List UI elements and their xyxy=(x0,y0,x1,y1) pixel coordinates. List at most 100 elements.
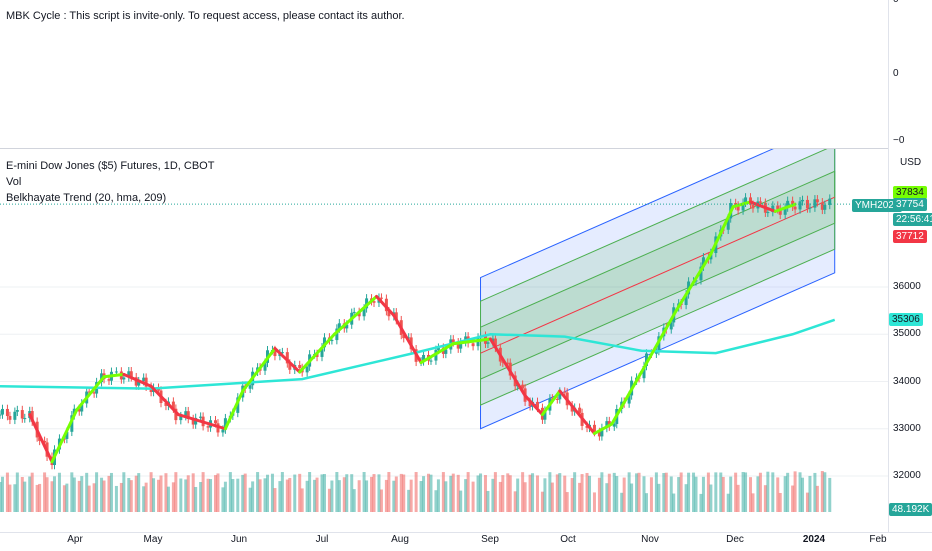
candle-body xyxy=(471,343,475,347)
candle-body xyxy=(801,199,805,202)
candle-body xyxy=(744,197,748,203)
candle-body xyxy=(644,353,648,367)
volume-bar xyxy=(109,472,113,512)
volume-bar xyxy=(8,484,12,512)
candle-body xyxy=(379,297,383,299)
volume-bar xyxy=(127,477,131,512)
price-scale[interactable] xyxy=(888,0,932,532)
volume-bar xyxy=(223,481,227,512)
candle-body xyxy=(186,411,190,419)
time-axis[interactable] xyxy=(0,532,932,551)
volume-bar xyxy=(28,476,32,512)
volume-bar xyxy=(45,477,49,512)
volume-bar xyxy=(35,484,39,512)
volume-bar xyxy=(352,489,356,512)
volume-bar xyxy=(570,478,574,512)
candle-body xyxy=(771,205,775,213)
candle-body xyxy=(451,339,455,343)
volume-bar xyxy=(771,472,775,512)
trend-line-segment xyxy=(149,384,180,417)
volume-bar xyxy=(744,472,748,512)
candle-body xyxy=(191,418,195,425)
candle-body xyxy=(558,391,562,400)
volume-bar xyxy=(179,478,183,512)
volume-bar xyxy=(221,487,225,512)
volume-bar xyxy=(171,482,175,512)
price-badge: 37712 xyxy=(893,230,927,243)
volume-bar xyxy=(122,472,126,512)
volume-bar xyxy=(615,476,619,512)
volume-bar xyxy=(95,472,99,512)
volume-bar xyxy=(798,472,802,512)
indicator-legend[interactable]: Belkhayate Trend (20, hma, 209) xyxy=(6,192,167,204)
candle-body xyxy=(605,421,609,428)
candle-body xyxy=(92,392,96,394)
volume-bar xyxy=(30,472,34,512)
volume-bar xyxy=(228,472,232,512)
volume-bar xyxy=(345,474,349,512)
volume-bar xyxy=(464,479,468,512)
volume-bar xyxy=(77,480,81,512)
volume-bar xyxy=(164,473,168,512)
candle-body xyxy=(80,403,84,412)
candle-body xyxy=(436,347,440,350)
volume-bar xyxy=(820,471,824,512)
candle-body xyxy=(778,209,782,215)
trend-line-segment xyxy=(592,422,614,435)
volume-bar xyxy=(80,476,84,512)
volume-bar xyxy=(585,472,589,512)
volume-bar xyxy=(201,472,205,512)
volume-bar xyxy=(669,476,673,512)
price-chart[interactable] xyxy=(0,149,888,532)
volume-bar xyxy=(466,472,470,512)
volume-bar xyxy=(756,476,760,512)
trend-line-segment xyxy=(332,294,378,336)
volume-bar xyxy=(100,477,104,512)
volume-bar xyxy=(459,490,463,512)
candle-body xyxy=(578,407,582,413)
volume-bar xyxy=(573,472,577,512)
top-pane-tick: 0 xyxy=(893,68,899,79)
volume-bar xyxy=(285,479,289,512)
time-axis-label: 2024 xyxy=(802,534,826,545)
candle-body xyxy=(528,401,532,407)
candle-body xyxy=(13,411,17,420)
candle-body xyxy=(206,426,210,428)
volume-bar xyxy=(479,473,483,512)
candle-body xyxy=(459,342,463,349)
trend-line-segment xyxy=(374,294,396,317)
volume-bar xyxy=(43,472,47,512)
candle-body xyxy=(305,366,309,373)
candle-body xyxy=(669,322,673,330)
trend-line-segment xyxy=(102,372,126,379)
volume-bar xyxy=(476,475,480,512)
volume-bar xyxy=(407,489,411,512)
trend-line-segment xyxy=(523,394,544,417)
volume-legend[interactable]: Vol xyxy=(6,176,22,188)
volume-bar xyxy=(305,480,309,512)
candle-body xyxy=(597,432,601,437)
volume-bar xyxy=(38,483,42,512)
trend-line-segment xyxy=(122,372,153,388)
price-badge: YMH2024 xyxy=(852,199,903,212)
currency-label[interactable]: USD xyxy=(900,157,922,168)
volume-bar xyxy=(627,472,631,512)
pane-separator[interactable] xyxy=(0,148,932,149)
candle-body xyxy=(77,408,81,412)
symbol-title[interactable]: E-mini Dow Jones ($5) Futures, 1D, CBOT xyxy=(6,160,215,172)
candle-body xyxy=(213,420,217,424)
volume-bar xyxy=(687,472,691,512)
volume-bar xyxy=(350,474,354,512)
volume-bar xyxy=(630,483,634,512)
candle-body xyxy=(493,338,497,348)
price-badge: 35306 xyxy=(889,313,923,326)
trend-line-segment xyxy=(451,337,492,346)
volume-bar xyxy=(251,481,255,512)
volume-bar xyxy=(679,472,683,512)
candle-body xyxy=(23,418,27,420)
candle-body xyxy=(585,425,589,428)
time-axis-label: Sep xyxy=(481,534,499,545)
volume-bar xyxy=(87,485,91,512)
volume-bar xyxy=(701,476,705,512)
volume-bar xyxy=(793,471,797,512)
